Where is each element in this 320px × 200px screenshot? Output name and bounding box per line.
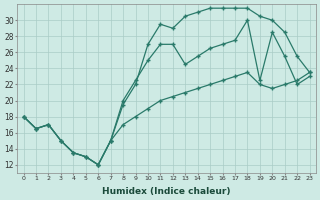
X-axis label: Humidex (Indice chaleur): Humidex (Indice chaleur) <box>102 187 231 196</box>
